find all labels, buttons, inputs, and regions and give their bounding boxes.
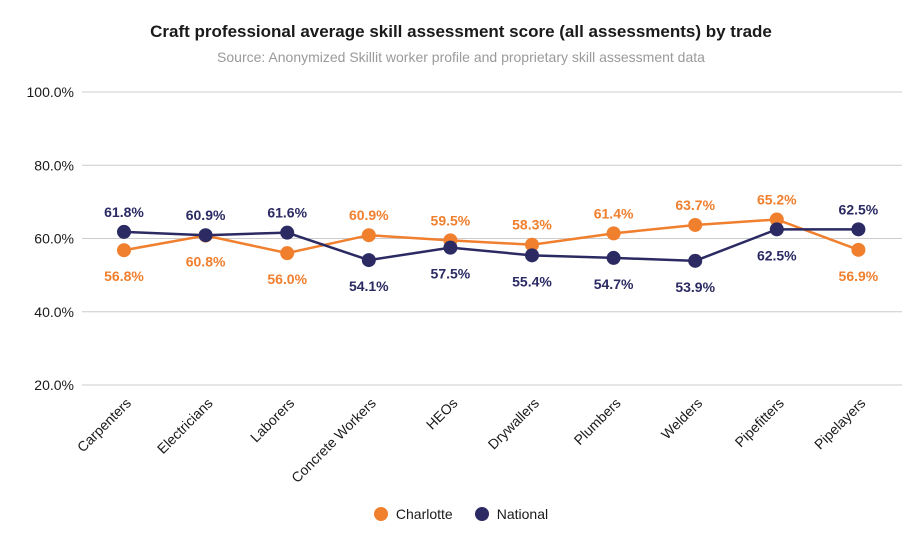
x-tick-label: Concrete Workers [288,395,379,486]
data-label-national: 54.7% [594,276,634,292]
legend-marker-national [474,507,489,521]
data-point-charlotte [280,246,295,261]
data-label-charlotte: 63.7% [675,197,715,213]
data-label-charlotte: 56.8% [104,268,144,284]
legend-label-national: National [496,506,549,522]
data-label-national: 61.6% [267,205,307,221]
series-line-national [123,228,859,263]
data-label-charlotte: 60.8% [186,254,226,270]
data-label-charlotte: 61.4% [594,205,634,221]
data-point-charlotte [851,242,866,257]
x-tick-label: Plumbers [571,395,624,448]
y-tick-label: 80.0% [34,157,74,173]
data-label-national: 61.8% [104,204,144,220]
chart-subtitle: Source: Anonymized Skillit worker profil… [217,49,705,65]
data-point-national [688,253,703,268]
legend-item-charlotte[interactable]: Charlotte [373,506,453,522]
y-tick-label: 100.0% [27,84,74,100]
data-label-national: 57.5% [431,266,471,282]
data-point-national [525,248,539,263]
data-point-national [443,240,458,255]
data-point-charlotte [769,212,784,227]
data-label-national: 62.5% [757,247,797,263]
data-label-charlotte: 60.9% [349,207,389,223]
data-label-national: 62.5% [839,201,879,217]
legend-marker-charlotte [373,507,388,521]
data-label-charlotte: 56.0% [267,271,307,287]
data-label-charlotte: 56.9% [839,268,879,284]
data-label-charlotte: 58.3% [512,217,552,233]
data-point-national [280,225,295,240]
data-point-charlotte [361,228,376,243]
data-point-national [606,250,621,265]
y-tick-label: 40.0% [34,304,74,320]
data-label-national: 60.9% [186,207,226,223]
data-point-national [769,222,784,237]
legend: Charlotte National [0,506,922,522]
data-point-charlotte [688,217,703,232]
x-tick-label: Welders [658,395,705,442]
data-point-charlotte [606,226,621,241]
data-point-national [117,224,131,239]
data-label-national: 54.1% [349,278,389,294]
x-tick-label: Electricians [154,395,216,457]
x-tick-label: Pipefitters [732,395,787,450]
data-point-national [198,228,213,243]
y-tick-label: 20.0% [34,377,74,393]
data-label-national: 55.4% [512,273,552,289]
line-chart: 20.0% 40.0% 60.0% 80.0% 100.0% Carpenters Elec… [27,84,902,486]
legend-item-national[interactable]: National [474,506,549,522]
data-label-charlotte: 59.5% [431,212,471,228]
legend-label-charlotte: Charlotte [395,506,453,522]
x-tick-label: Carpenters [74,395,134,455]
data-label-national: 53.9% [675,279,715,295]
data-label-charlotte: 65.2% [757,191,797,207]
data-point-charlotte [525,237,539,252]
y-tick-label: 60.0% [34,231,74,247]
x-tick-label: HEOs [423,395,461,433]
data-point-national [851,222,866,237]
chart-title: Craft professional average skill assessm… [150,22,772,41]
x-tick-label: Pipelayers [811,395,869,453]
x-tick-label: Laborers [247,395,297,445]
series-line-charlotte [123,218,859,255]
x-tick-label: Drywallers [485,395,543,453]
data-point-charlotte [117,243,131,258]
data-point-national [361,253,376,268]
